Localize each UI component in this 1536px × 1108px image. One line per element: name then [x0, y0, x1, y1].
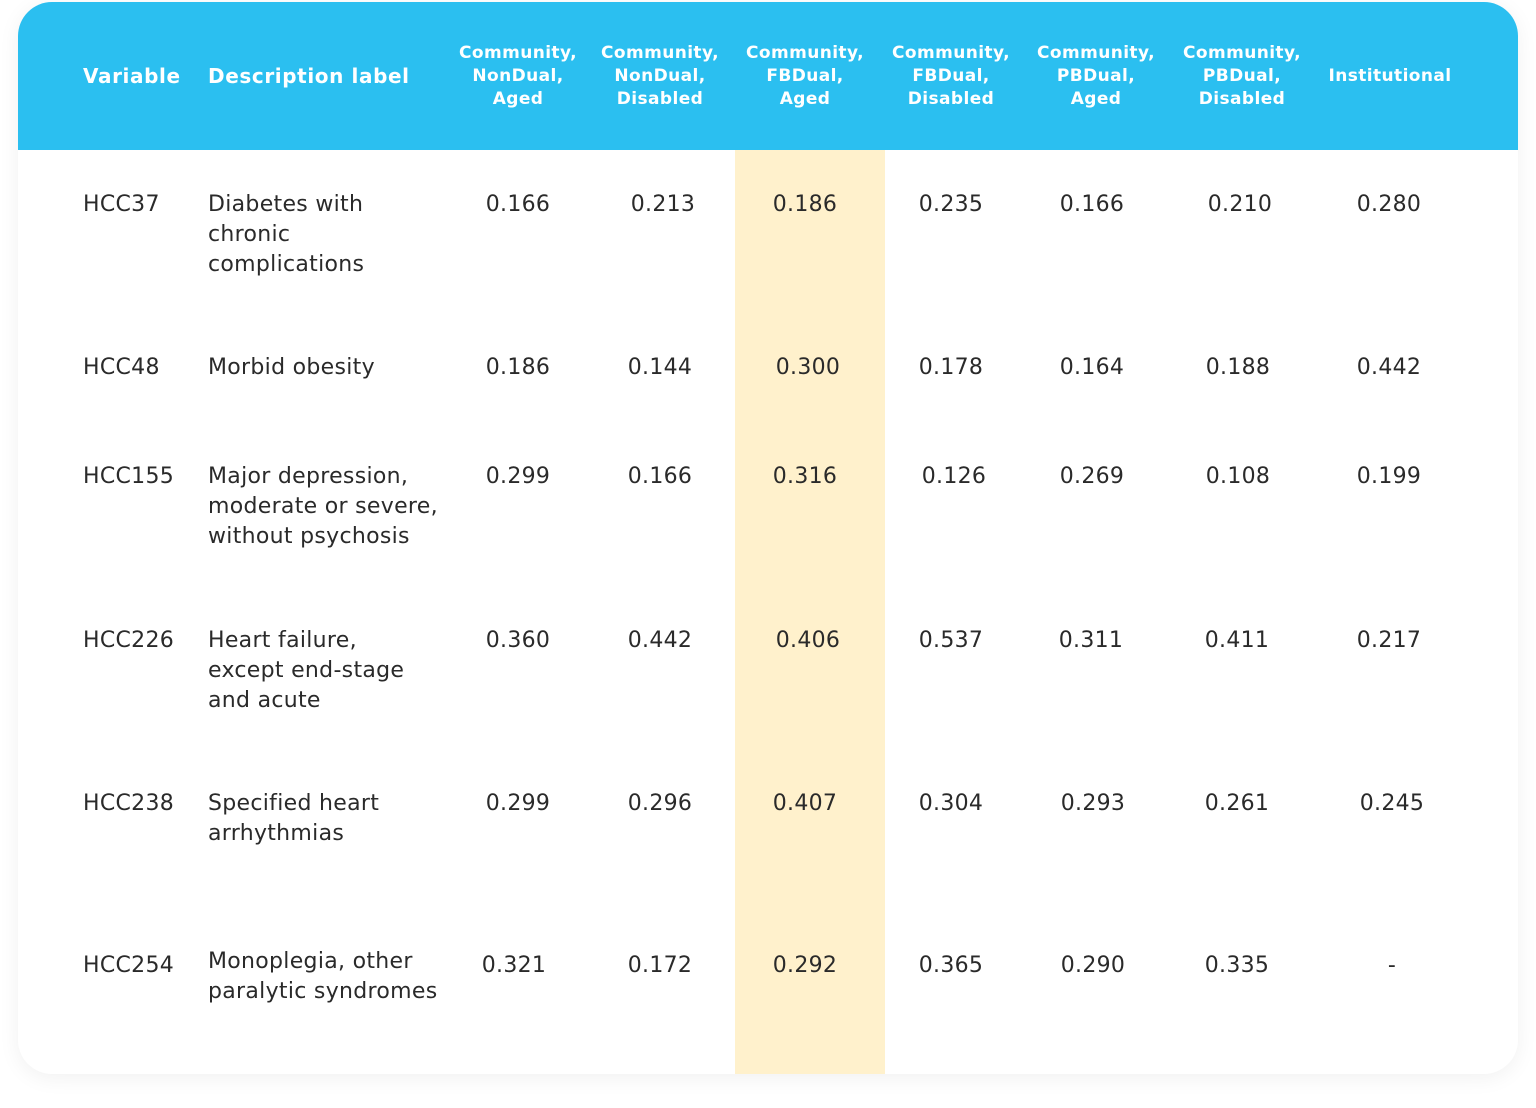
value-cell: 0.108: [1205, 464, 1271, 489]
value-cell: 0.442: [1356, 355, 1422, 380]
value-cell: 0.365: [918, 953, 984, 978]
value-cell: 0.166: [627, 464, 693, 489]
header-community-pbdual-disabled: Community, PBDual, Disabled: [1183, 42, 1301, 109]
header-community-nondual-disabled: Community, NonDual, Disabled: [601, 42, 719, 109]
value-cell: 0.164: [1059, 355, 1125, 380]
value-cell: 0.166: [1059, 192, 1125, 217]
value-cell: 0.292: [772, 953, 838, 978]
value-cell: -: [1387, 953, 1397, 978]
row-description: Morbid obesity: [208, 355, 375, 380]
row-variable: HCC254: [83, 953, 175, 978]
header-community-nondual-aged: Community, NonDual, Aged: [459, 42, 577, 109]
highlighted-column: [735, 150, 885, 1074]
value-cell: 0.406: [775, 628, 841, 653]
row-description: Heart failure, except end-stage and acut…: [208, 628, 405, 713]
value-cell: 0.210: [1207, 192, 1273, 217]
value-cell: 0.188: [1205, 355, 1271, 380]
header-community-fbdual-aged: Community, FBDual, Aged: [746, 42, 864, 109]
value-cell: 0.316: [772, 464, 838, 489]
value-cell: 0.299: [485, 464, 551, 489]
row-description: Specified heart arrhythmias: [208, 791, 380, 846]
value-cell: 0.213: [630, 192, 696, 217]
value-cell: 0.299: [485, 791, 551, 816]
value-cell: 0.321: [481, 953, 547, 978]
row-variable: HCC238: [83, 791, 175, 816]
header-community-pbdual-aged: Community, PBDual, Aged: [1037, 42, 1155, 109]
value-cell: 0.235: [918, 192, 984, 217]
header-variable: Variable: [83, 64, 181, 88]
value-cell: 0.178: [918, 355, 984, 380]
value-cell: 0.199: [1356, 464, 1422, 489]
value-cell: 0.304: [918, 791, 984, 816]
row-description: Major depression, moderate or severe, wi…: [208, 464, 438, 549]
value-cell: 0.280: [1356, 192, 1422, 217]
coefficient-table: Variable Description label Community, Non…: [18, 2, 1518, 1074]
value-cell: 0.296: [627, 791, 693, 816]
value-cell: 0.537: [918, 628, 984, 653]
value-cell: 0.144: [627, 355, 693, 380]
value-cell: 0.293: [1060, 791, 1126, 816]
header-institutional: Institutional: [1328, 65, 1452, 86]
value-cell: 0.126: [921, 464, 987, 489]
value-cell: 0.217: [1356, 628, 1422, 653]
header-description: Description label: [208, 64, 410, 88]
value-cell: 0.245: [1359, 791, 1425, 816]
value-cell: 0.442: [627, 628, 693, 653]
value-cell: 0.407: [772, 791, 838, 816]
row-description: Monoplegia, other paralytic syndromes: [208, 949, 438, 1004]
row-variable: HCC37: [83, 192, 160, 217]
row-variable: HCC48: [83, 355, 160, 380]
row-variable: HCC155: [83, 464, 175, 489]
header-community-fbdual-disabled: Community, FBDual, Disabled: [892, 42, 1010, 109]
value-cell: 0.300: [775, 355, 841, 380]
row-variable: HCC226: [83, 628, 175, 653]
value-cell: 0.261: [1204, 791, 1270, 816]
value-cell: 0.335: [1204, 953, 1270, 978]
value-cell: 0.360: [485, 628, 551, 653]
value-cell: 0.186: [485, 355, 551, 380]
value-cell: 0.269: [1059, 464, 1125, 489]
value-cell: 0.186: [772, 192, 838, 217]
row-description: Diabetes with chronic complications: [208, 192, 365, 277]
value-cell: 0.411: [1204, 628, 1270, 653]
value-cell: 0.172: [627, 953, 693, 978]
table-header: [18, 2, 1518, 150]
value-cell: 0.166: [485, 192, 551, 217]
value-cell: 0.290: [1060, 953, 1126, 978]
value-cell: 0.311: [1058, 628, 1124, 653]
